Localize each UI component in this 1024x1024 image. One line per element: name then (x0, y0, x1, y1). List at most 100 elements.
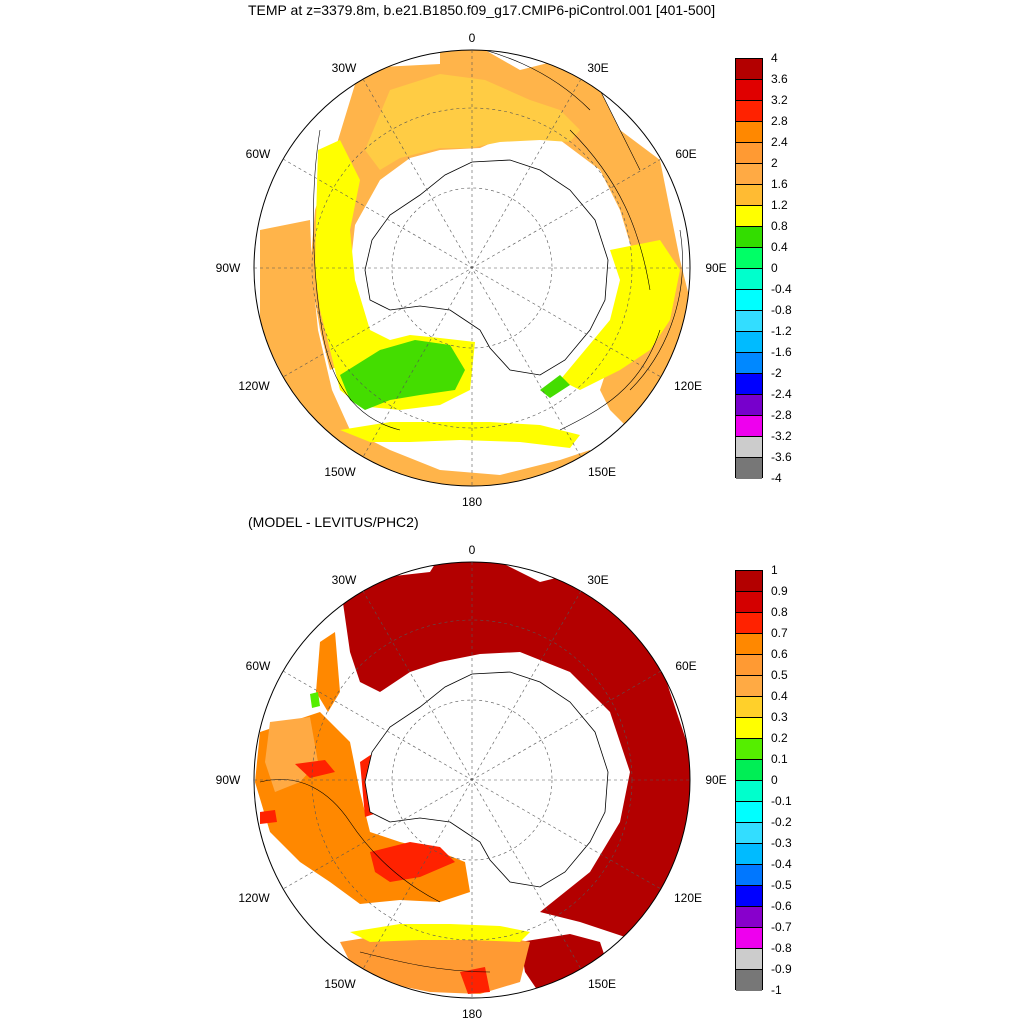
colorbar-label: 4 (771, 51, 778, 65)
colorbar-swatch (736, 374, 762, 395)
lon-label-60e: 60E (675, 147, 696, 161)
lon-label-60e: 60E (675, 659, 696, 673)
colorbar-label: -0.2 (771, 815, 792, 829)
ross-yellow (350, 924, 530, 942)
atlantic-indian-darkred (340, 562, 690, 942)
colorbar-swatch (736, 458, 762, 479)
colorbar-label: 1.6 (771, 177, 788, 191)
colorbar-boxes (735, 570, 763, 991)
colorbar-label: 0.3 (771, 710, 788, 724)
lon-label-150e: 150E (588, 977, 616, 991)
colorbar-swatch (736, 676, 762, 697)
weddell-orange (316, 632, 340, 712)
graticule (254, 50, 690, 486)
colorbar-label: -4 (771, 471, 782, 485)
lon-label-90w: 90W (216, 773, 241, 787)
weddell-green (310, 692, 320, 708)
lon-label-150e: 150E (588, 465, 616, 479)
colorbar-swatch (736, 928, 762, 949)
colorbar-label: -2 (771, 366, 782, 380)
colorbar-label: -1.2 (771, 324, 792, 338)
colorbar-swatch (736, 802, 762, 823)
colorbar-swatch (736, 206, 762, 227)
bottom-panel-title: (MODEL - LEVITUS/PHC2) (248, 514, 419, 530)
lon-label-150w: 150W (324, 977, 356, 991)
colorbar-label: -0.8 (771, 303, 792, 317)
colorbar-label: -0.7 (771, 920, 792, 934)
colorbar-label: 0.1 (771, 752, 788, 766)
colorbar-swatch (736, 248, 762, 269)
lon-label-180: 180 (462, 495, 482, 509)
colorbar-swatch (736, 949, 762, 970)
pacific-red-2 (260, 810, 277, 824)
colorbar-swatch (736, 101, 762, 122)
colorbar-label: -0.4 (771, 857, 792, 871)
colorbar-label: -0.4 (771, 282, 792, 296)
lon-label-180: 180 (462, 1007, 482, 1021)
colorbar-label: -2.4 (771, 387, 792, 401)
lon-label-90e: 90E (705, 261, 726, 275)
colorbar-label: -0.3 (771, 836, 792, 850)
colorbar-label: 0.9 (771, 584, 788, 598)
colorbar-label: 2 (771, 156, 778, 170)
antarctica-land-b (364, 671, 609, 888)
ross-orange (340, 932, 530, 994)
lon-label-120w: 120W (238, 379, 270, 393)
lon-label-120e: 120E (674, 379, 702, 393)
coast-line-1 (439, 50, 661, 431)
colorbar-label: 2.8 (771, 114, 788, 128)
colorbar-swatch (736, 844, 762, 865)
colorbar-swatch (736, 437, 762, 458)
top-polar-map: 0 30E 60E 90E 120E 150E 180 150W 120W 90… (216, 30, 727, 509)
colorbar-swatch (736, 122, 762, 143)
colorbar-swatch (736, 59, 762, 80)
colorbar-swatch (736, 227, 762, 248)
lon-label-30w: 30W (332, 61, 357, 75)
atlantic-inner-orange (365, 74, 580, 170)
colorbar-swatch (736, 760, 762, 781)
antarctica-land (364, 159, 609, 376)
ross-yellow-band (340, 422, 580, 448)
colorbar-label: 0.7 (771, 626, 788, 640)
lon-label-60w: 60W (246, 147, 271, 161)
pacific-light-orange (265, 717, 318, 792)
pacific-red-1 (295, 760, 335, 778)
colorbar-swatch (736, 571, 762, 592)
bottom-colorbar: 1 0.9 0.8 0.7 0.6 0.5 0.4 0.3 0.2 0.1 0 -0.1 -0.2 -0.… (735, 564, 830, 996)
pacific-orange (260, 220, 600, 486)
colorbar-label: -0.1 (771, 794, 792, 808)
colorbar-label: 1.2 (771, 198, 788, 212)
colorbar-swatch (736, 395, 762, 416)
lon-label-120e: 120E (674, 891, 702, 905)
colorbar-label: 1 (771, 563, 778, 577)
pacific-red-3 (370, 842, 455, 882)
top-panel-title: TEMP at z=3379.8m, b.e21.B1850.f09_g17.C… (248, 2, 716, 18)
colorbar-label: 0.2 (771, 731, 788, 745)
colorbar-swatch (736, 269, 762, 290)
colorbar-label: 0.6 (771, 647, 788, 661)
colorbar-label: 0.4 (771, 240, 788, 254)
colorbar-label: -3.2 (771, 429, 792, 443)
colorbar-label: -1.6 (771, 345, 792, 359)
bottom-polar-map: 0 30E 60E 90E 120E 150E 180 150W 120W 90… (216, 542, 727, 1021)
colorbar-label: 0.8 (771, 219, 788, 233)
lon-label-90w: 90W (216, 261, 241, 275)
colorbar-label: -0.9 (771, 962, 792, 976)
colorbar-swatch (736, 823, 762, 844)
colorbar-swatch (736, 697, 762, 718)
colorbar-swatch (736, 886, 762, 907)
colorbar-swatch (736, 311, 762, 332)
colorbar-swatch (736, 185, 762, 206)
colorbar-boxes (735, 58, 763, 479)
temperature-field (260, 50, 690, 486)
colorbar-swatch (736, 353, 762, 374)
indian-yellow (560, 240, 680, 390)
colorbar-swatch (736, 865, 762, 886)
colorbar-swatch (736, 655, 762, 676)
colorbar-label: 0 (771, 261, 778, 275)
lon-label-150w: 150W (324, 465, 356, 479)
colorbar-label: -0.8 (771, 941, 792, 955)
ross-red (460, 967, 490, 994)
lon-label-30w: 30W (332, 573, 357, 587)
colorbar-label: 0.4 (771, 689, 788, 703)
